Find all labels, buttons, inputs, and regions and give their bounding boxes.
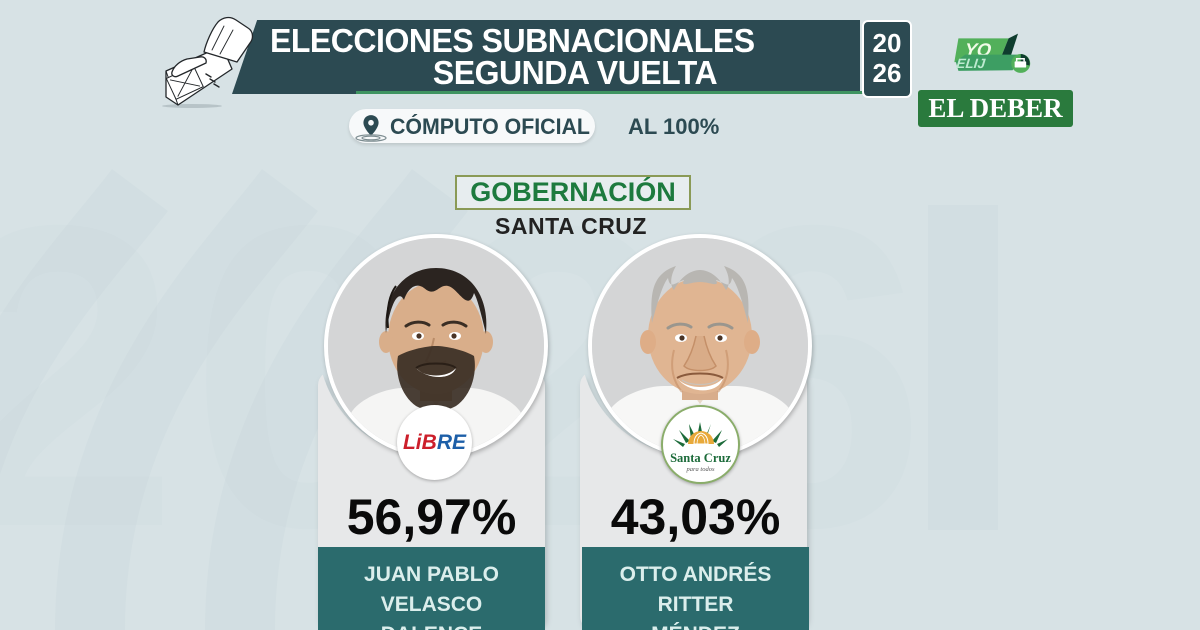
svg-text:ELIJ: ELIJ [956, 56, 987, 71]
